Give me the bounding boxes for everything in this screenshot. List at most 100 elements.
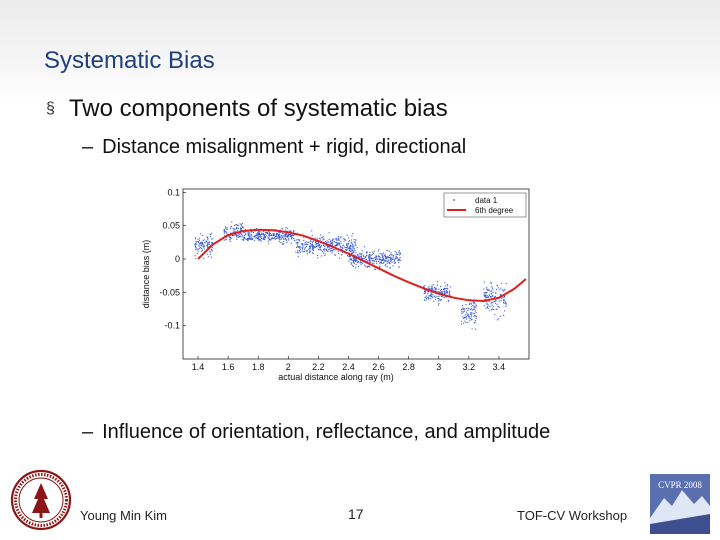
scatter-point: [483, 288, 485, 290]
scatter-point: [296, 241, 299, 243]
scatter-point: [379, 262, 381, 264]
scatter-point: [375, 256, 377, 258]
scatter-point: [241, 222, 244, 225]
scatter-point: [308, 248, 310, 250]
scatter-point: [342, 244, 344, 246]
scatter-point: [309, 243, 311, 245]
scatter-point: [263, 236, 265, 238]
scatter-point: [352, 261, 354, 263]
scatter-point: [496, 285, 498, 287]
scatter-point: [466, 313, 468, 315]
scatter-point: [313, 247, 315, 249]
scatter-point: [297, 250, 299, 252]
scatter-point: [288, 239, 290, 241]
scatter-point: [392, 256, 394, 258]
scatter-point: [464, 320, 466, 322]
scatter-point: [470, 313, 472, 315]
scatter-point: [295, 251, 297, 253]
scatter-point: [358, 256, 360, 258]
scatter-point: [373, 262, 375, 264]
scatter-point: [489, 306, 491, 308]
scatter-point: [199, 247, 201, 249]
scatter-point: [342, 247, 344, 249]
scatter-point: [290, 236, 292, 238]
scatter-point: [242, 227, 245, 229]
scatter-point: [353, 251, 355, 253]
scatter-point: [473, 309, 475, 311]
scatter-point: [250, 238, 252, 240]
scatter-point: [301, 245, 304, 247]
scatter-point: [336, 239, 338, 241]
x-tick-label: 2.8: [402, 362, 415, 372]
scatter-point: [361, 262, 363, 264]
scatter-point: [332, 250, 334, 252]
scatter-point: [501, 297, 503, 299]
scatter-point: [355, 267, 357, 269]
scatter-point: [435, 289, 437, 291]
scatter-point: [279, 232, 281, 234]
scatter-point: [486, 286, 488, 288]
scatter-point: [442, 295, 444, 297]
scatter-point: [302, 248, 304, 250]
scatter-point: [295, 246, 298, 249]
scatter-point: [427, 297, 429, 299]
scatter-point: [494, 295, 496, 297]
scatter-point: [241, 226, 243, 228]
scatter-point: [201, 243, 203, 245]
scatter-point: [395, 254, 397, 256]
scatter-point: [319, 247, 322, 249]
scatter-point: [440, 295, 443, 298]
scatter-point: [198, 242, 200, 244]
scatter-point: [231, 237, 233, 239]
scatter-point: [266, 235, 268, 237]
scatter-point: [351, 244, 353, 246]
scatter-point: [395, 255, 397, 258]
scatter-point: [332, 244, 334, 246]
scatter-point: [311, 234, 313, 236]
scatter-point: [474, 320, 476, 322]
scatter-point: [362, 255, 365, 257]
scatter-point: [270, 239, 272, 241]
scatter-point: [249, 235, 251, 237]
scatter-point: [495, 308, 497, 310]
scatter-point: [260, 236, 262, 238]
scatter-point: [490, 309, 493, 311]
scatter-point: [268, 236, 270, 238]
scatter-point: [249, 238, 251, 240]
scatter-point: [265, 231, 268, 233]
scatter-point: [471, 318, 473, 320]
scatter-point: [464, 314, 466, 316]
scatter-point: [495, 288, 498, 290]
scatter-point: [261, 232, 263, 234]
scatter-point: [312, 247, 314, 249]
scatter-point: [261, 233, 263, 236]
scatter-point: [461, 313, 463, 315]
scatter-point: [355, 240, 357, 242]
scatter-point: [320, 249, 322, 251]
scatter-point: [237, 234, 239, 236]
scatter-point: [483, 294, 485, 296]
scatter-point: [489, 310, 491, 312]
scatter-point: [347, 243, 350, 245]
scatter-point: [461, 308, 463, 311]
scatter-point: [208, 256, 210, 258]
scatter-point: [335, 238, 338, 240]
scatter-point: [431, 293, 433, 295]
scatter-point: [207, 238, 209, 240]
scatter-point: [360, 255, 362, 257]
scatter-point: [496, 303, 498, 305]
scatter-point: [350, 263, 353, 265]
scatter-point: [249, 237, 252, 239]
x-tick-label: 3: [436, 362, 441, 372]
scatter-point: [425, 299, 427, 301]
scatter-point: [379, 258, 381, 260]
scatter-point: [272, 237, 274, 240]
scatter-point: [208, 241, 210, 243]
scatter-point: [200, 242, 202, 244]
scatter-point: [394, 257, 397, 259]
scatter-point: [374, 268, 377, 270]
footer-author: Young Min Kim: [80, 508, 167, 523]
scatter-point: [382, 253, 384, 255]
x-tick-label: 3.2: [463, 362, 476, 372]
scatter-point: [495, 299, 497, 302]
